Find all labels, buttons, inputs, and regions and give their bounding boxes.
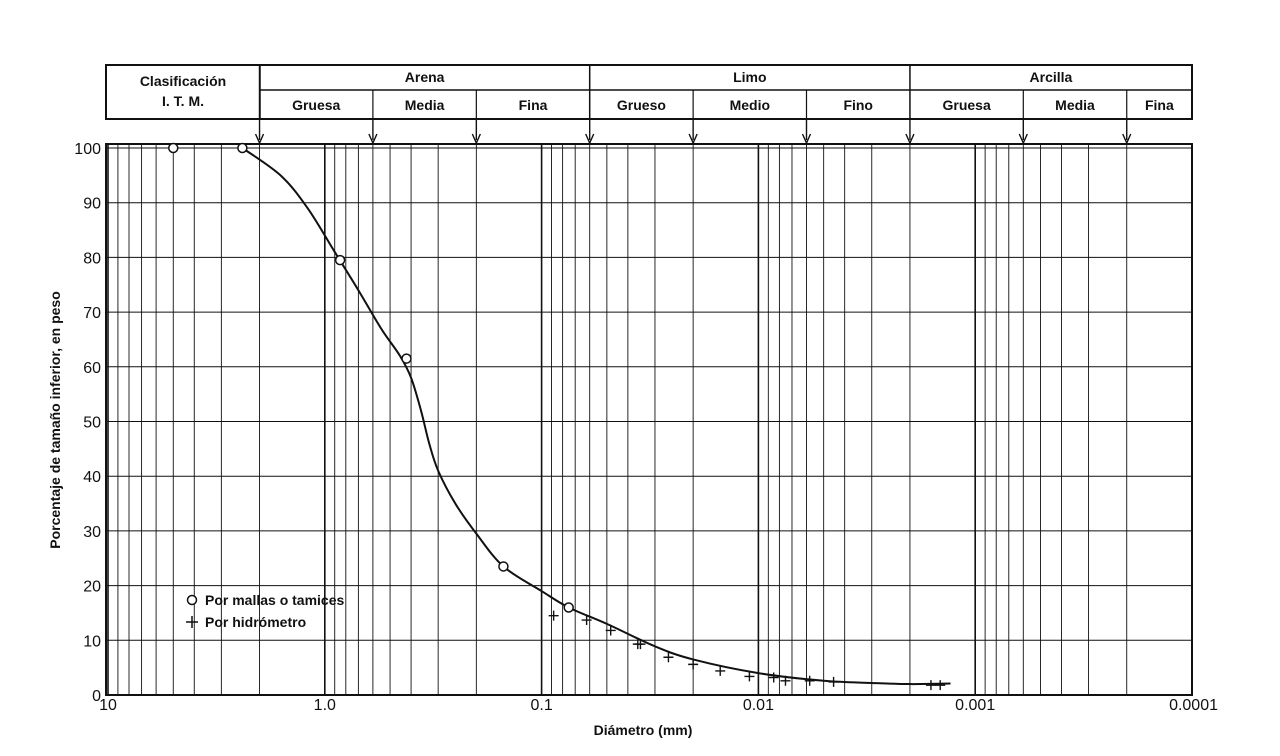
legend-plus-marker [186,616,198,628]
boundary-arrow-head [471,133,481,145]
header-frame [105,64,1193,120]
legend-sieve-label: Por mallas o tamices [205,592,345,608]
y-tick-label: 0 [92,688,101,705]
sieve-point [334,254,346,266]
hydrometer-point [605,625,616,636]
boundary-arrow-head [905,133,915,145]
hydrometer-point [935,680,946,691]
hydrometer-points [548,610,946,691]
subgroup-label: Grueso [617,97,666,113]
gradation-curve [241,147,951,686]
y-tick-label: 40 [83,469,101,486]
hydrometer-point [688,659,699,670]
boundary-arrow-head [254,133,265,145]
x-tick-label: 1.0 [314,697,336,714]
sieve-points [168,142,574,613]
y-axis-label: Porcentaje de tamaño inferior, en peso [47,291,63,549]
boundary-arrow-head [688,133,698,145]
hydrometer-point [744,671,755,682]
header-fraction-groups: Arena Gruesa Media Fina Limo Grueso Medio Fino A… [258,65,1174,119]
x-axis-label: Diámetro (mm) [594,722,693,738]
y-axis-ticks: 0 10 20 30 40 50 60 70 80 90 100 [74,141,101,705]
hydrometer-point [548,610,559,621]
y-tick-label: 100 [74,141,101,158]
sieve-point [563,602,574,613]
boundary-arrow-head [1122,133,1132,145]
group-label: Limo [733,69,766,85]
sieve-point [168,142,179,154]
subgroup-label: Media [1055,97,1095,113]
classification-title-line1: Clasificación [140,73,226,89]
hydrometer-point [828,676,839,687]
group-label: Arcilla [1030,69,1073,85]
hydrometer-point [715,665,726,676]
x-tick-label: 0.01 [743,697,774,714]
hydrometer-point [663,652,674,663]
hydrometer-point [780,675,791,686]
subgroup-label: Gruesa [292,97,340,113]
subgroup-label: Fina [1145,97,1174,113]
legend-circle-marker [186,594,198,606]
hydrometer-point [925,680,936,691]
subgroup-label: Media [405,97,445,113]
boundary-arrow-head [801,133,812,145]
y-tick-label: 80 [83,250,101,267]
sieve-point [237,142,248,154]
subgroup-label: Fino [843,97,873,113]
x-tick-label: 0.0001 [1169,697,1218,714]
legend-hydrometer-label: Por hidrómetro [205,614,306,630]
boundary-arrow-head [585,133,595,145]
boundary-arrow-head [368,133,378,145]
group-label: Arena [405,69,445,85]
sieve-point [401,353,412,364]
x-axis-ticks: 10 1.0 0.1 0.01 0.001 0.0001 [99,697,1218,714]
y-tick-label: 60 [83,360,101,377]
hydrometer-point [804,675,815,686]
hydrometer-point [581,615,592,626]
subgroup-label: Medio [730,97,770,113]
x-tick-label: 10 [99,697,117,714]
y-tick-label: 10 [83,633,101,650]
boundary-arrow-head [1018,133,1028,145]
chart-grid [106,144,1193,696]
y-tick-label: 50 [83,415,101,432]
classification-header: Clasificación I. T. M. Arena Gruesa Media F… [105,64,1193,120]
sieve-point [498,561,509,572]
x-tick-label: 0.001 [955,697,995,714]
y-tick-label: 90 [83,196,101,213]
x-tick-label: 0.1 [530,697,552,714]
plot-frame [105,143,1193,696]
classification-title-line2: I. T. M. [162,93,204,109]
legend: Por mallas o tamices Por hidrómetro [186,592,345,630]
y-tick-label: 30 [83,524,101,541]
y-tick-label: 20 [83,579,101,596]
subgroup-label: Gruesa [942,97,990,113]
y-tick-label: 70 [83,305,101,322]
hydrometer-point [768,672,779,683]
hydrometer-point [635,639,646,650]
subgroup-label: Fina [519,97,548,113]
fraction-boundary-arrows [254,119,1132,145]
